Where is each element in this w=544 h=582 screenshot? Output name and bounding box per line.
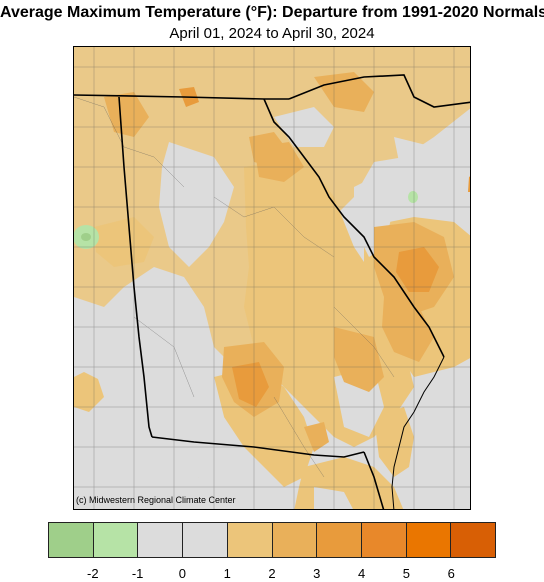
legend-ticks: -2 -1 0 1 2 3 4 5 6 — [48, 566, 496, 582]
legend-tick-label: 4 — [357, 566, 366, 581]
legend-swatch — [93, 523, 139, 557]
near-normal-areas — [74, 107, 470, 509]
legend-tick-label: 5 — [402, 566, 411, 581]
legend-tick-label: 6 — [447, 566, 455, 581]
credit-text: (c) Midwestern Regional Climate Center — [76, 495, 236, 505]
legend-swatch — [406, 523, 452, 557]
legend-swatch — [272, 523, 318, 557]
legend-tick-label: -2 — [87, 566, 99, 581]
atlantic-coastline — [391, 356, 445, 509]
legend-swatch — [138, 523, 184, 557]
state-boundaries — [74, 74, 470, 509]
legend-tick-label: -1 — [131, 566, 144, 581]
map-title: Average Maximum Temperature (°F): Depart… — [0, 4, 544, 21]
temperature-departure-map — [73, 46, 471, 510]
cool-anomaly-areas — [74, 191, 418, 249]
legend-tick-label: 1 — [223, 566, 231, 581]
legend-swatch — [183, 523, 228, 557]
legend-swatch — [451, 523, 496, 557]
map-canvas — [74, 47, 470, 509]
legend-tick-label: 3 — [313, 566, 321, 581]
legend-tick-label: 2 — [268, 566, 276, 581]
legend-swatch — [361, 523, 407, 557]
legend-swatch — [227, 523, 273, 557]
legend-swatch — [49, 523, 94, 557]
county-boundaries — [74, 47, 470, 509]
legend-swatch — [317, 523, 362, 557]
legend-tick-label: 0 — [178, 566, 187, 581]
legend-bar — [48, 522, 496, 558]
map-subtitle: April 01, 2024 to April 30, 2024 — [169, 25, 375, 42]
color-legend — [48, 522, 496, 560]
